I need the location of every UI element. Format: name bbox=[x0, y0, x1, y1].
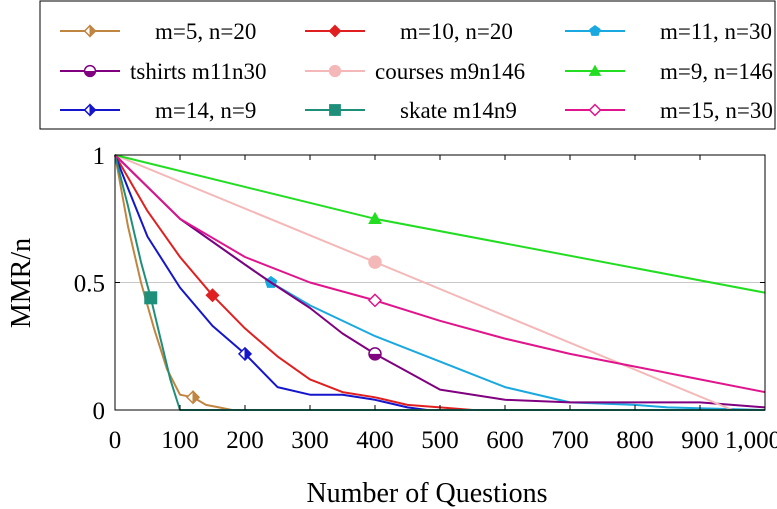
series-line bbox=[114, 154, 765, 411]
x-tick-label: 800 bbox=[616, 427, 654, 454]
legend-marker bbox=[83, 24, 97, 38]
legend-item: m=14, n=9 bbox=[60, 98, 256, 123]
y-tick-label: 1 bbox=[93, 143, 106, 170]
y-tick-label: 0.5 bbox=[74, 271, 105, 298]
axes: 0 100 200 300 400 500 600 700 800 900 1,000 0 0.5 1 bbox=[74, 143, 777, 454]
data-point bbox=[368, 211, 382, 225]
legend-label: courses m9n146 bbox=[375, 59, 525, 84]
series-line bbox=[114, 154, 766, 394]
data-point bbox=[368, 347, 382, 361]
x-tick-label: 300 bbox=[291, 427, 329, 454]
y-axis-label: MMR/n bbox=[6, 238, 37, 328]
data-point bbox=[144, 291, 158, 305]
legend-item: m=9, n=146 bbox=[565, 59, 773, 84]
legend-marker bbox=[589, 24, 601, 36]
series-1 bbox=[114, 154, 245, 411]
x-tick-label: 200 bbox=[226, 427, 264, 454]
legend-marker bbox=[83, 64, 97, 78]
series-7 bbox=[114, 154, 428, 411]
series-4 bbox=[114, 154, 766, 409]
legend-item: m=10, n=20 bbox=[305, 19, 513, 44]
legend-item: skate m14n9 bbox=[305, 98, 517, 123]
legend-marker bbox=[329, 104, 341, 116]
legend-label: m=5, n=20 bbox=[155, 19, 256, 44]
x-tick-label: 600 bbox=[486, 427, 524, 454]
series-layer bbox=[114, 154, 766, 411]
legend-label: tshirts m11n30 bbox=[130, 59, 267, 84]
series-9 bbox=[114, 154, 766, 394]
legend-item: m=5, n=20 bbox=[60, 19, 256, 44]
data-point bbox=[185, 390, 201, 405]
y-tick-label: 0 bbox=[93, 398, 106, 425]
legend-label: m=10, n=20 bbox=[400, 19, 513, 44]
legend-label: m=11, n=30 bbox=[660, 19, 772, 44]
legend-item: m=15, n=30 bbox=[565, 98, 773, 123]
legend-label: m=14, n=9 bbox=[155, 98, 256, 123]
legend: m=5, n=20 m=10, n=20 m=11, n=30 tshirts m11… bbox=[60, 19, 773, 123]
series-line bbox=[114, 154, 766, 294]
legend-item: courses m9n146 bbox=[305, 59, 525, 84]
legend-marker bbox=[328, 64, 342, 78]
x-tick-label: 0 bbox=[109, 427, 122, 454]
legend-marker bbox=[588, 64, 602, 76]
x-tick-label: 500 bbox=[421, 427, 459, 454]
series-5 bbox=[114, 154, 733, 411]
data-point bbox=[368, 255, 382, 269]
legend-item: m=11, n=30 bbox=[565, 19, 772, 44]
series-line bbox=[114, 154, 428, 411]
legend-label: skate m14n9 bbox=[400, 98, 517, 123]
x-axis-label: Number of Questions bbox=[306, 478, 547, 509]
x-tick-label: 1,000 bbox=[725, 427, 777, 454]
series-8 bbox=[114, 154, 765, 411]
data-point bbox=[367, 293, 383, 308]
legend-marker bbox=[83, 103, 97, 117]
legend-marker bbox=[328, 24, 342, 38]
x-tick-label: 700 bbox=[551, 427, 589, 454]
x-tick-label: 100 bbox=[161, 427, 199, 454]
legend-box bbox=[39, 0, 776, 130]
legend-marker bbox=[588, 103, 602, 117]
data-point bbox=[237, 346, 253, 362]
legend-label: m=15, n=30 bbox=[660, 98, 773, 123]
legend-item: tshirts m11n30 bbox=[60, 59, 267, 84]
data-point bbox=[205, 288, 220, 303]
x-tick-label: 400 bbox=[356, 427, 394, 454]
series-line bbox=[114, 154, 766, 409]
legend-label: m=9, n=146 bbox=[660, 59, 773, 84]
x-tick-label: 900 bbox=[681, 427, 719, 454]
series-line bbox=[114, 154, 245, 411]
series-6 bbox=[114, 154, 766, 294]
